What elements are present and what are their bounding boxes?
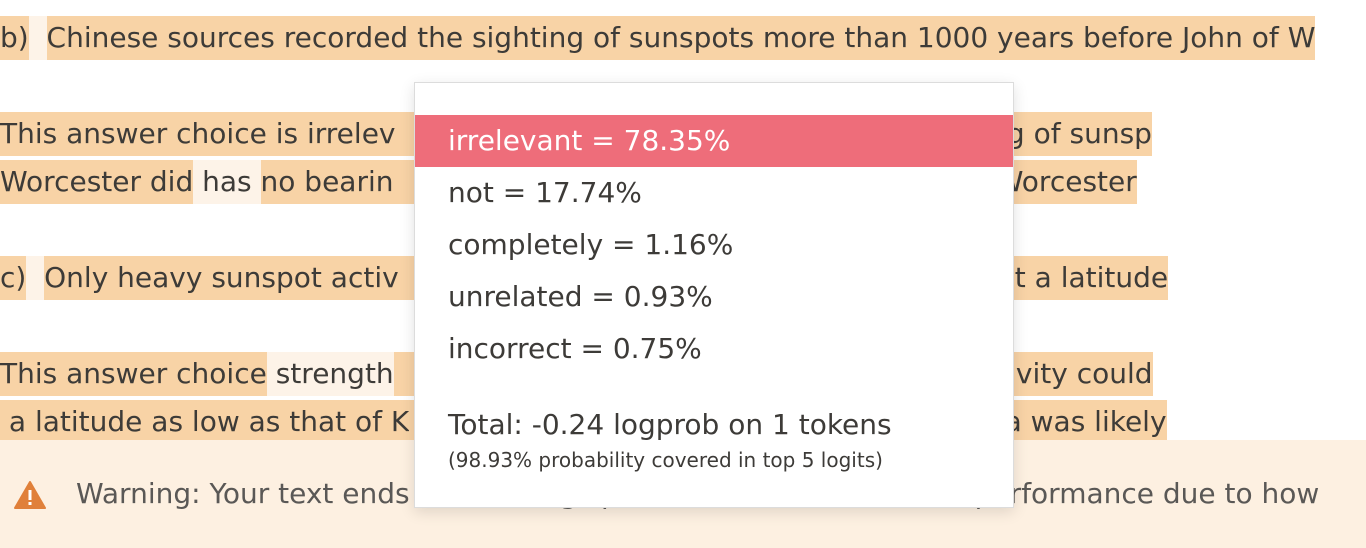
token-option[interactable]: incorrect = 0.75% xyxy=(415,323,1013,375)
warning-triangle-icon xyxy=(14,481,46,509)
token-span[interactable]: has xyxy=(193,160,261,204)
token-span[interactable] xyxy=(28,16,47,60)
token-option[interactable]: completely = 1.16% xyxy=(415,219,1013,271)
token-probability-popup: irrelevant = 78.35% not = 17.74% completel… xyxy=(414,82,1014,508)
token-option-label: irrelevant = 78.35% xyxy=(448,124,731,157)
token-span[interactable]: Only heavy sunspot activ xyxy=(44,256,399,300)
token-span[interactable]: This answer choice xyxy=(0,352,267,396)
token-span[interactable]: Chinese sources recorded the sighting of… xyxy=(46,16,1316,60)
token-option-label: not = 17.74% xyxy=(448,176,642,209)
token-span[interactable]: a latitude as low as that of K xyxy=(0,400,410,444)
text-line-c-answer-2: a latitude as low as that of K erved in … xyxy=(0,400,1167,444)
token-option[interactable]: not = 17.74% xyxy=(415,167,1013,219)
token-option-label: incorrect = 0.75% xyxy=(448,332,702,365)
text-line-b: b) Chinese sources recorded the sighting… xyxy=(0,16,1316,60)
token-span[interactable]: no bearin xyxy=(260,160,394,204)
token-span[interactable]: b) xyxy=(0,16,29,60)
token-option-selected[interactable]: irrelevant = 78.35% xyxy=(415,115,1013,167)
total-logprob: Total: -0.24 logprob on 1 tokens xyxy=(448,408,892,441)
token-span[interactable]: c) xyxy=(0,256,27,300)
token-span[interactable]: This answer choice is irrelev xyxy=(0,112,396,156)
token-option-label: completely = 1.16% xyxy=(448,228,734,261)
token-span[interactable] xyxy=(26,256,45,300)
token-option-label: unrelated = 0.93% xyxy=(448,280,713,313)
token-span[interactable]: Worcester did xyxy=(0,160,194,204)
token-span[interactable]: strength xyxy=(266,352,394,396)
token-option[interactable]: unrelated = 0.93% xyxy=(415,271,1013,323)
probability-coverage: (98.93% probability covered in top 5 log… xyxy=(448,448,883,472)
